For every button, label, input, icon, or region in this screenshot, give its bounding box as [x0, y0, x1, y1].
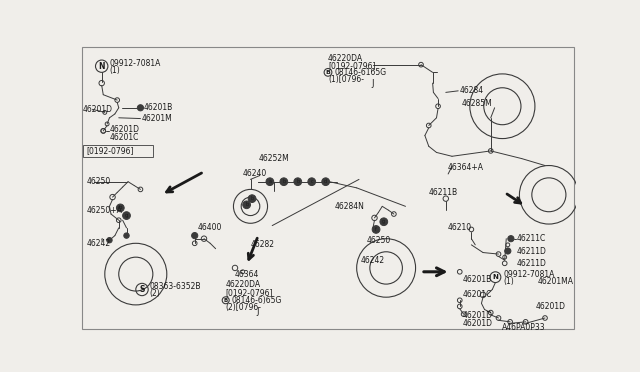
Text: 46242: 46242 [86, 239, 110, 248]
Text: A46PA0P33: A46PA0P33 [502, 323, 546, 332]
Text: 08146-6165G: 08146-6165G [334, 68, 387, 77]
Text: 46284N: 46284N [334, 202, 364, 211]
Circle shape [243, 201, 250, 209]
Text: (1)[0796-: (1)[0796- [328, 75, 364, 84]
Text: f: f [100, 238, 102, 243]
Text: 46285M: 46285M [461, 99, 492, 108]
Text: 46364: 46364 [235, 270, 259, 279]
Text: (1): (1) [503, 276, 514, 286]
Text: 46400: 46400 [198, 224, 222, 232]
Text: B: B [326, 70, 330, 75]
FancyBboxPatch shape [83, 47, 573, 329]
Text: 46201B: 46201B [143, 103, 173, 112]
Circle shape [505, 248, 511, 254]
Circle shape [116, 204, 124, 212]
Text: 46211B: 46211B [429, 188, 458, 197]
Circle shape [191, 232, 198, 239]
Text: 46242: 46242 [360, 256, 385, 265]
Text: J: J [257, 307, 259, 316]
Text: 46220DA: 46220DA [226, 280, 261, 289]
Text: 46201D: 46201D [109, 125, 140, 134]
Text: b: b [296, 179, 300, 184]
Text: 46201D: 46201D [463, 319, 493, 328]
Text: 08363-6352B: 08363-6352B [150, 282, 201, 291]
Text: (2)[0796-: (2)[0796- [226, 304, 262, 312]
Text: 09912-7081A: 09912-7081A [109, 60, 161, 68]
Text: 46252M: 46252M [259, 154, 289, 163]
Circle shape [308, 178, 316, 186]
Text: b: b [282, 179, 285, 184]
Text: 08146-6)65G: 08146-6)65G [231, 296, 282, 305]
Text: g: g [382, 219, 385, 224]
Text: S: S [140, 285, 145, 294]
Text: a: a [268, 179, 271, 184]
Text: 46210: 46210 [447, 224, 472, 232]
Text: N: N [492, 274, 499, 280]
Text: [0192-0796]: [0192-0796] [328, 61, 376, 70]
Circle shape [280, 178, 288, 186]
Text: 46201M: 46201M [142, 114, 173, 123]
Text: f: f [375, 227, 377, 232]
Text: 46201B: 46201B [463, 275, 492, 284]
Text: 46201MA: 46201MA [537, 277, 573, 286]
Text: 46250: 46250 [86, 177, 111, 186]
Text: 46211D: 46211D [516, 259, 546, 268]
Text: b: b [245, 202, 248, 207]
Text: 46284: 46284 [460, 86, 484, 95]
Text: g: g [125, 213, 128, 218]
Text: 46282: 46282 [250, 240, 275, 249]
Text: d: d [324, 179, 327, 184]
Circle shape [124, 233, 129, 238]
Text: B: B [223, 298, 228, 303]
Text: 46201C: 46201C [109, 132, 139, 141]
Text: 46201C: 46201C [463, 291, 492, 299]
Circle shape [107, 238, 112, 243]
Text: b: b [118, 205, 122, 211]
Text: (2): (2) [150, 289, 161, 298]
Text: 46211D: 46211D [516, 247, 546, 256]
Text: c: c [310, 179, 313, 184]
Text: 46364+A: 46364+A [448, 163, 484, 172]
Text: [0192-0796]: [0192-0796] [86, 147, 134, 155]
Text: 46201D: 46201D [536, 302, 566, 311]
Circle shape [266, 178, 274, 186]
Circle shape [294, 178, 301, 186]
Text: 09912-7081A: 09912-7081A [503, 270, 554, 279]
Text: b: b [250, 196, 253, 201]
Text: J: J [371, 78, 374, 88]
Text: 46240: 46240 [243, 170, 267, 179]
Circle shape [380, 218, 388, 225]
Bar [83, 145, 153, 157]
Circle shape [322, 178, 330, 186]
Text: [0192-0796]: [0192-0796] [226, 288, 273, 297]
Text: 46250+A: 46250+A [86, 206, 122, 215]
Text: 46220DA: 46220DA [328, 54, 363, 63]
Circle shape [248, 195, 256, 202]
Text: (1): (1) [109, 66, 120, 75]
Text: N: N [99, 62, 105, 71]
Circle shape [123, 212, 131, 219]
Circle shape [138, 105, 143, 111]
Text: 46201D: 46201D [463, 311, 493, 320]
Circle shape [508, 235, 514, 242]
Circle shape [372, 225, 380, 233]
Text: 46250: 46250 [367, 237, 391, 246]
Text: 46201D: 46201D [83, 105, 113, 114]
Text: 46211C: 46211C [516, 234, 545, 243]
